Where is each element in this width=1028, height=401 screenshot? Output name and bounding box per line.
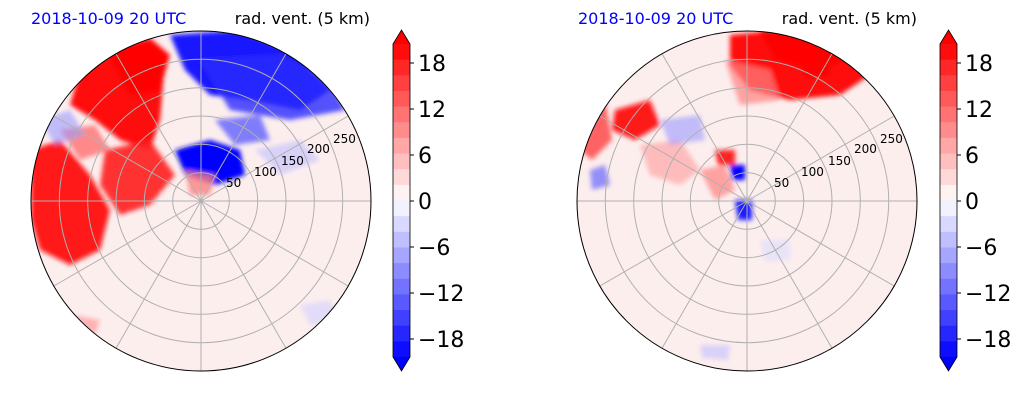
right-rtick-200: 200 [854,142,877,156]
right-cbar-label-m18: −18 [965,328,1011,353]
left-cbar-label-6: 6 [418,144,432,169]
colorbar-segment [940,184,957,201]
colorbar-segment [940,310,957,327]
right-polar-plot: 50 100 150 200 250 [576,30,918,372]
colorbar-segment [940,263,957,280]
colorbar-extend-min [940,357,957,371]
colorbar-segment [393,75,410,92]
right-title-variable: rad. vent. (5 km) [782,9,917,28]
left-colorbar-ticks: 18 12 6 0 −6 −12 −18 [410,52,464,353]
colorbar-segment [393,294,410,311]
left-rtick-200: 200 [307,142,330,156]
right-azimuth-spokes [577,31,917,371]
colorbar-segment [393,122,410,139]
colorbar-segment [393,341,410,358]
colorbar-segment [393,44,410,61]
left-plot-boundary [30,30,372,372]
colorbar-segment [393,310,410,327]
colorbar-extend-min [393,357,410,371]
colorbar-segment [940,153,957,170]
colorbar-segment [393,325,410,342]
colorbar-segment [940,216,957,233]
left-cbar-label-m6: −6 [418,236,450,261]
right-colorbar-ticks: 18 12 6 0 −6 −12 −18 [957,52,1011,353]
left-radial-tick-labels: 50 100 150 200 250 [226,132,356,190]
right-cbar-label-m12: −12 [965,282,1011,307]
right-cbar-label-6: 6 [965,144,979,169]
colorbar-segment [940,106,957,123]
left-rtick-250: 250 [333,132,356,146]
colorbar-segment [940,200,957,217]
left-title-date: 2018-10-09 20 UTC [31,9,186,28]
colorbar-segment [393,247,410,264]
right-rtick-150: 150 [828,154,851,168]
colorbar-extend-max [393,30,410,44]
colorbar-segment [940,231,957,248]
colorbar-segment [940,247,957,264]
left-rtick-50: 50 [226,176,241,190]
colorbar-segment [940,90,957,108]
right-cbar-label-12: 12 [965,98,993,123]
right-cbar-label-m6: −6 [965,236,997,261]
colorbar-extend-max [940,30,957,44]
left-cbar-label-0: 0 [418,190,432,215]
right-rtick-100: 100 [801,165,824,179]
right-colorbar: 18 12 6 0 −6 −12 −18 [939,29,1011,372]
colorbar-segment [940,122,957,139]
colorbar-segment [940,278,957,295]
colorbar-segment [940,44,957,61]
colorbar-segment [940,75,957,92]
left-rtick-150: 150 [281,154,304,168]
right-radial-tick-labels: 50 100 150 200 250 [774,132,903,190]
left-cbar-label-12: 12 [418,98,446,123]
left-cbar-label-m18: −18 [418,328,464,353]
colorbar-segment [393,106,410,123]
colorbar-segment [940,169,957,186]
panel-right: 2018-10-09 20 UTC rad. vent. (5 km) [576,9,1011,372]
colorbar-segment [393,59,410,76]
colorbar-segment [393,169,410,186]
colorbar-segment [393,153,410,170]
left-rtick-100: 100 [254,165,277,179]
colorbar-segment [940,325,957,342]
colorbar-segment [940,59,957,76]
colorbar-segment [393,263,410,280]
colorbar-segment [940,294,957,311]
colorbar-outline [392,29,411,372]
right-title-date: 2018-10-09 20 UTC [578,9,733,28]
left-cbar-label-18: 18 [418,52,446,77]
colorbar-segment [393,278,410,295]
left-title-variable: rad. vent. (5 km) [235,9,370,28]
colorbar-segment [940,341,957,358]
colorbar-segment [940,137,957,155]
left-cbar-label-m12: −12 [418,282,464,307]
left-azimuth-spokes [31,31,371,371]
colorbar-segment [393,216,410,233]
colorbar-segment [393,137,410,155]
right-rtick-250: 250 [880,132,903,146]
colorbar-outline [939,29,958,372]
colorbar-segment [393,200,410,217]
left-polar-plot: 50 100 150 200 250 [30,30,372,372]
colorbar-segment [393,184,410,201]
right-cbar-label-0: 0 [965,190,979,215]
colorbar-segment [393,90,410,108]
right-rtick-50: 50 [774,176,789,190]
panel-left: 2018-10-09 20 UTC rad. vent. (5 km) [30,9,464,372]
left-colorbar: 18 12 6 0 −6 −12 −18 [392,29,464,372]
right-plot-boundary [576,30,918,372]
right-cbar-label-18: 18 [965,52,993,77]
colorbar-segment [393,231,410,248]
